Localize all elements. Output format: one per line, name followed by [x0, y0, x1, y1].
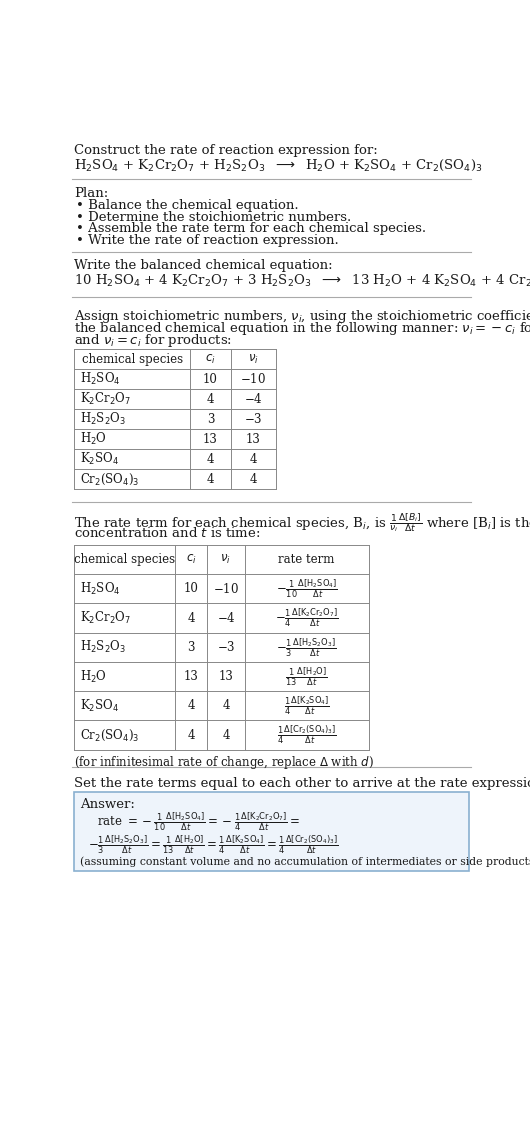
Text: K$_2$Cr$_2$O$_7$: K$_2$Cr$_2$O$_7$ — [80, 610, 131, 626]
Text: concentration and $t$ is time:: concentration and $t$ is time: — [74, 527, 260, 540]
Text: 3: 3 — [207, 413, 214, 426]
Text: Assign stoichiometric numbers, $\nu_i$, using the stoichiometric coefficients, $: Assign stoichiometric numbers, $\nu_i$, … — [74, 308, 530, 325]
Text: 4: 4 — [207, 453, 214, 466]
Text: 10 H$_2$SO$_4$ + 4 K$_2$Cr$_2$O$_7$ + 3 H$_2$S$_2$O$_3$  $\longrightarrow$  13 H: 10 H$_2$SO$_4$ + 4 K$_2$Cr$_2$O$_7$ + 3 … — [74, 272, 530, 287]
Text: H$_2$SO$_4$: H$_2$SO$_4$ — [80, 372, 121, 388]
Text: H$_2$O: H$_2$O — [80, 431, 107, 448]
Text: 4: 4 — [207, 393, 214, 406]
Text: H$_2$SO$_4$ + K$_2$Cr$_2$O$_7$ + H$_2$S$_2$O$_3$  $\longrightarrow$  H$_2$O + K$: H$_2$SO$_4$ + K$_2$Cr$_2$O$_7$ + H$_2$S$… — [74, 157, 482, 173]
Text: rate $= -\frac{1}{10}\frac{\Delta[\mathrm{H_2SO_4}]}{\Delta t} = -\frac{1}{4}\fr: rate $= -\frac{1}{10}\frac{\Delta[\mathr… — [97, 811, 301, 833]
Text: Answer:: Answer: — [80, 798, 135, 812]
Text: Cr$_2$(SO$_4$)$_3$: Cr$_2$(SO$_4$)$_3$ — [80, 472, 140, 487]
Text: rate term: rate term — [278, 553, 334, 567]
Text: 10: 10 — [203, 373, 218, 385]
Text: H$_2$O: H$_2$O — [80, 668, 107, 685]
Text: 4: 4 — [187, 728, 195, 742]
Text: $-\frac{1}{3}\frac{\Delta[\mathrm{H_2S_2O_3}]}{\Delta t}$: $-\frac{1}{3}\frac{\Delta[\mathrm{H_2S_2… — [276, 636, 337, 659]
Text: K$_2$Cr$_2$O$_7$: K$_2$Cr$_2$O$_7$ — [80, 391, 131, 407]
Text: Plan:: Plan: — [74, 187, 108, 200]
Text: $-$10: $-$10 — [240, 373, 266, 386]
Text: • Assemble the rate term for each chemical species.: • Assemble the rate term for each chemic… — [76, 222, 426, 235]
Text: $\frac{1}{4}\frac{\Delta[\mathrm{K_2SO_4}]}{\Delta t}$: $\frac{1}{4}\frac{\Delta[\mathrm{K_2SO_4… — [284, 694, 330, 717]
Text: • Write the rate of reaction expression.: • Write the rate of reaction expression. — [76, 234, 338, 247]
Text: $\frac{1}{13}\frac{\Delta[\mathrm{H_2O}]}{\Delta t}$: $\frac{1}{13}\frac{\Delta[\mathrm{H_2O}]… — [285, 666, 328, 687]
Text: 4: 4 — [249, 473, 257, 486]
Text: (for infinitesimal rate of change, replace $\Delta$ with $d$): (for infinitesimal rate of change, repla… — [74, 754, 374, 771]
Text: $-$3: $-$3 — [244, 413, 262, 426]
Text: H$_2$S$_2$O$_3$: H$_2$S$_2$O$_3$ — [80, 412, 126, 428]
Text: The rate term for each chemical species, B$_i$, is $\frac{1}{\nu_i}\frac{\Delta[: The rate term for each chemical species,… — [74, 511, 530, 534]
Text: $c_i$: $c_i$ — [205, 352, 216, 366]
Text: Write the balanced chemical equation:: Write the balanced chemical equation: — [74, 259, 333, 272]
Text: $-\frac{1}{4}\frac{\Delta[\mathrm{K_2Cr_2O_7}]}{\Delta t}$: $-\frac{1}{4}\frac{\Delta[\mathrm{K_2Cr_… — [275, 606, 338, 629]
Text: H$_2$S$_2$O$_3$: H$_2$S$_2$O$_3$ — [80, 640, 126, 656]
Text: and $\nu_i = c_i$ for products:: and $\nu_i = c_i$ for products: — [74, 333, 232, 349]
Text: 13: 13 — [218, 670, 233, 683]
Text: Cr$_2$(SO$_4$)$_3$: Cr$_2$(SO$_4$)$_3$ — [80, 727, 140, 742]
Text: 10: 10 — [183, 583, 198, 595]
Text: chemical species: chemical species — [82, 352, 183, 366]
Text: 4: 4 — [207, 473, 214, 486]
Text: 4: 4 — [222, 728, 229, 742]
Text: $-\frac{1}{3}\frac{\Delta[\mathrm{H_2S_2O_3}]}{\Delta t} = \frac{1}{13}\frac{\De: $-\frac{1}{3}\frac{\Delta[\mathrm{H_2S_2… — [88, 833, 339, 856]
Text: $\frac{1}{4}\frac{\Delta[\mathrm{Cr_2(SO_4)_3}]}{\Delta t}$: $\frac{1}{4}\frac{\Delta[\mathrm{Cr_2(SO… — [277, 724, 337, 747]
Text: chemical species: chemical species — [74, 553, 175, 567]
Text: 3: 3 — [187, 641, 195, 654]
Text: K$_2$SO$_4$: K$_2$SO$_4$ — [80, 698, 119, 714]
Text: 13: 13 — [245, 433, 260, 446]
Text: (assuming constant volume and no accumulation of intermediates or side products): (assuming constant volume and no accumul… — [80, 857, 530, 868]
Text: $c_i$: $c_i$ — [186, 553, 197, 567]
Text: $-$4: $-$4 — [244, 392, 262, 406]
Text: $-\frac{1}{10}\frac{\Delta[\mathrm{H_2SO_4}]}{\Delta t}$: $-\frac{1}{10}\frac{\Delta[\mathrm{H_2SO… — [276, 578, 338, 600]
Text: $-$3: $-$3 — [217, 641, 235, 654]
Text: $-$4: $-$4 — [217, 611, 235, 625]
Text: $\nu_i$: $\nu_i$ — [220, 553, 231, 567]
Text: Construct the rate of reaction expression for:: Construct the rate of reaction expressio… — [74, 145, 378, 157]
Text: 13: 13 — [183, 670, 198, 683]
FancyBboxPatch shape — [74, 792, 469, 871]
Text: the balanced chemical equation in the following manner: $\nu_i = -c_i$ for react: the balanced chemical equation in the fo… — [74, 320, 530, 337]
Text: • Determine the stoichiometric numbers.: • Determine the stoichiometric numbers. — [76, 211, 351, 223]
Text: H$_2$SO$_4$: H$_2$SO$_4$ — [80, 580, 121, 597]
Text: 4: 4 — [222, 699, 229, 712]
Text: $\nu_i$: $\nu_i$ — [248, 352, 259, 366]
Text: $-$10: $-$10 — [213, 581, 239, 596]
Text: 4: 4 — [187, 699, 195, 712]
Text: 4: 4 — [249, 453, 257, 466]
Text: 13: 13 — [203, 433, 218, 446]
Text: 4: 4 — [187, 611, 195, 625]
Text: Set the rate terms equal to each other to arrive at the rate expression:: Set the rate terms equal to each other t… — [74, 776, 530, 790]
Text: • Balance the chemical equation.: • Balance the chemical equation. — [76, 200, 298, 212]
Text: K$_2$SO$_4$: K$_2$SO$_4$ — [80, 451, 119, 467]
